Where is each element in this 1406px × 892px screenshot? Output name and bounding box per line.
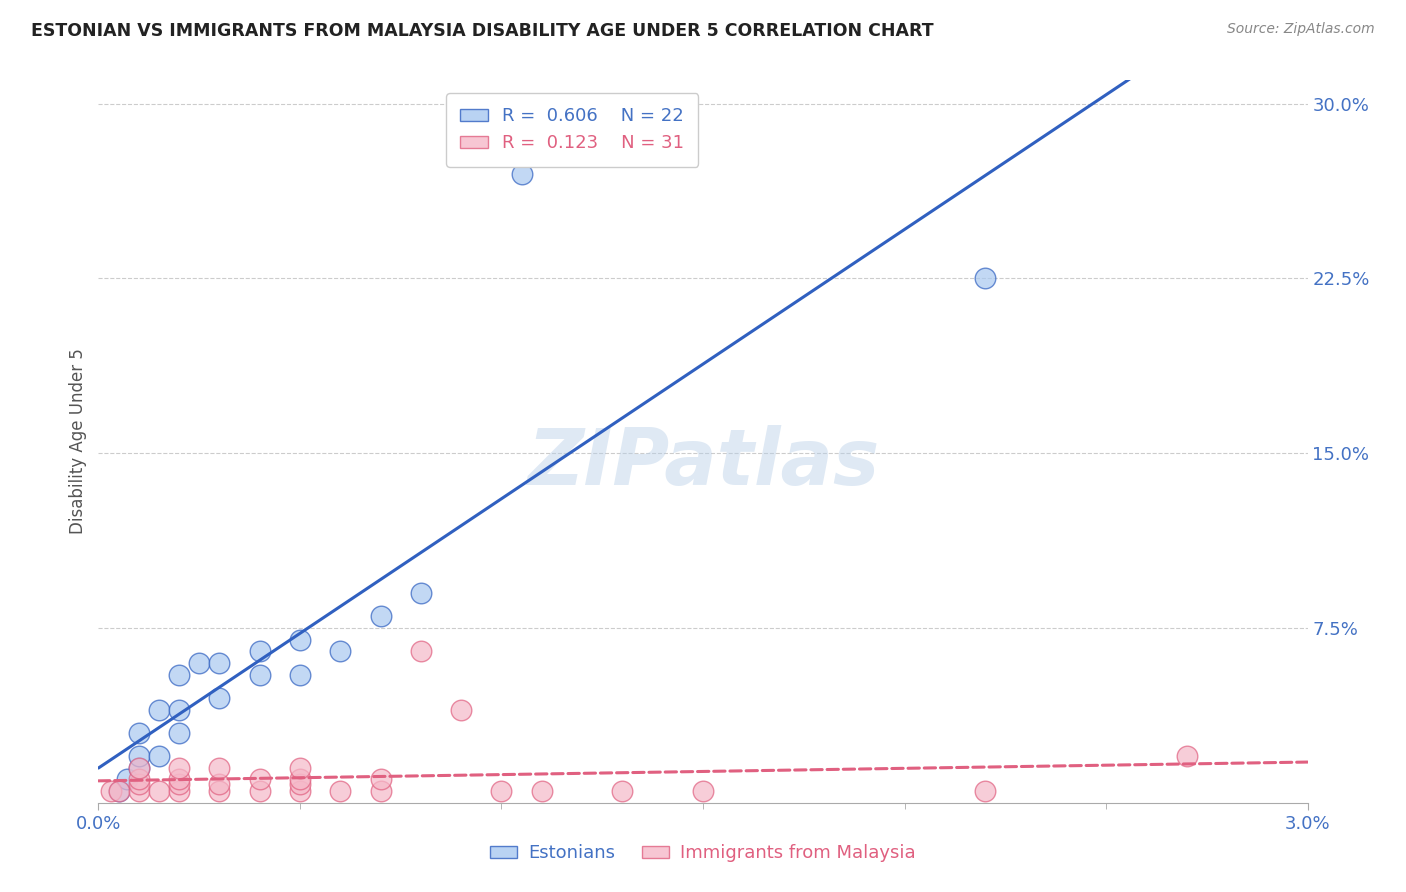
Point xyxy=(288,784,311,798)
Point xyxy=(491,784,513,798)
Point xyxy=(329,644,352,658)
Point xyxy=(530,784,553,798)
Point xyxy=(128,726,150,740)
Point xyxy=(450,702,472,716)
Text: ZIPatlas: ZIPatlas xyxy=(527,425,879,501)
Point xyxy=(107,784,129,798)
Point xyxy=(167,667,190,681)
Point xyxy=(115,772,138,787)
Point xyxy=(288,632,311,647)
Point xyxy=(167,784,190,798)
Point xyxy=(370,772,392,787)
Point xyxy=(128,777,150,791)
Point xyxy=(510,167,533,181)
Point xyxy=(208,690,231,705)
Text: ESTONIAN VS IMMIGRANTS FROM MALAYSIA DISABILITY AGE UNDER 5 CORRELATION CHART: ESTONIAN VS IMMIGRANTS FROM MALAYSIA DIS… xyxy=(31,22,934,40)
Point xyxy=(208,777,231,791)
Point xyxy=(167,772,190,787)
Point xyxy=(288,772,311,787)
Point xyxy=(288,777,311,791)
Legend: R =  0.606    N = 22, R =  0.123    N = 31: R = 0.606 N = 22, R = 0.123 N = 31 xyxy=(446,93,699,167)
Point xyxy=(208,761,231,775)
Point xyxy=(370,784,392,798)
Point xyxy=(148,702,170,716)
Text: Source: ZipAtlas.com: Source: ZipAtlas.com xyxy=(1227,22,1375,37)
Point xyxy=(167,702,190,716)
Point xyxy=(128,761,150,775)
Point xyxy=(288,667,311,681)
Y-axis label: Disability Age Under 5: Disability Age Under 5 xyxy=(69,349,87,534)
Point xyxy=(188,656,211,670)
Point xyxy=(249,784,271,798)
Point xyxy=(128,761,150,775)
Point xyxy=(167,777,190,791)
Point xyxy=(167,726,190,740)
Point xyxy=(167,761,190,775)
Point xyxy=(249,667,271,681)
Point xyxy=(128,749,150,764)
Point xyxy=(288,761,311,775)
Point xyxy=(409,586,432,600)
Point xyxy=(128,784,150,798)
Point xyxy=(249,644,271,658)
Point xyxy=(692,784,714,798)
Point xyxy=(974,784,997,798)
Point xyxy=(612,784,634,798)
Point xyxy=(148,784,170,798)
Point xyxy=(370,609,392,624)
Point xyxy=(329,784,352,798)
Point xyxy=(208,656,231,670)
Point xyxy=(409,644,432,658)
Point xyxy=(1175,749,1198,764)
Point xyxy=(107,784,129,798)
Point xyxy=(100,784,122,798)
Point xyxy=(208,784,231,798)
Point xyxy=(974,271,997,285)
Legend: Estonians, Immigrants from Malaysia: Estonians, Immigrants from Malaysia xyxy=(484,838,922,870)
Point xyxy=(148,749,170,764)
Point xyxy=(128,772,150,787)
Point xyxy=(249,772,271,787)
